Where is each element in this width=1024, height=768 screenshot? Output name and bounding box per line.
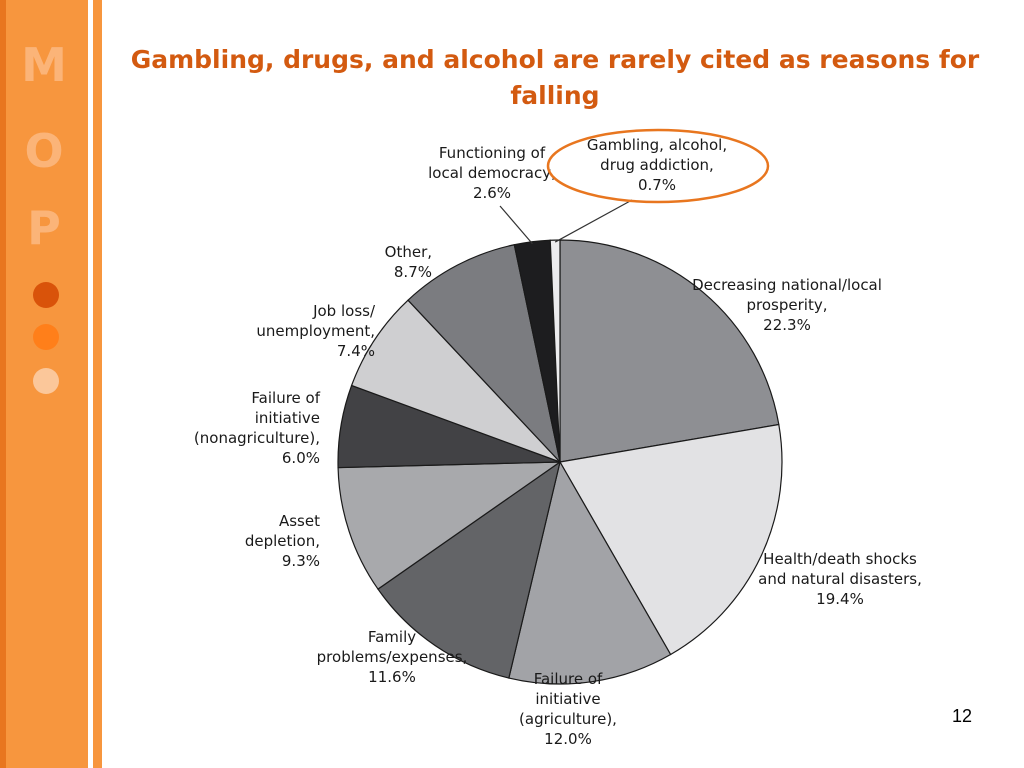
sidebar-dot-medium [33, 324, 59, 350]
slice-label-line: Gambling, alcohol, [587, 136, 727, 154]
leader-line [554, 199, 633, 243]
slice-label: Job loss/unemployment, 7.4% [256, 302, 376, 360]
slice-label-line: Health/death shocks [763, 550, 917, 568]
slice-label-line: 22.3% [763, 316, 811, 334]
slice-label-line: Family [368, 628, 416, 646]
slice-label-line: Job loss/ [312, 302, 376, 320]
pie-slice [559, 423, 783, 656]
slice-label: Failure of initiative (agriculture), 12.0% [519, 670, 617, 748]
slice-label-line: 8.7% [394, 263, 432, 281]
slice-label-line: 7.4% [337, 342, 375, 360]
slice-label-line: 9.3% [282, 552, 320, 570]
slice-label: Family problems/expenses, 11.6% [317, 628, 468, 686]
pie-slice [337, 461, 562, 590]
slice-label-line: Other, [385, 243, 432, 261]
sidebar-dot-dark [33, 282, 59, 308]
leader-lines [499, 199, 633, 245]
slice-label-line: 19.4% [816, 590, 864, 608]
pie-slice [377, 460, 561, 679]
highlight-ellipse [546, 128, 770, 204]
sidebar-stripe [93, 0, 102, 768]
slice-label-line: problems/expenses, [317, 648, 468, 666]
pie-slice [407, 244, 562, 464]
slice-label-line: prosperity, [747, 296, 828, 314]
slice-label-line: depletion, [245, 532, 320, 550]
slice-labels: Decreasing national/local prosperity, 22.3… [194, 136, 922, 748]
pie-slices [337, 239, 783, 685]
slice-label-line: Functioning of [439, 144, 546, 162]
slice-label-line: (agriculture), [519, 710, 617, 728]
slice-label-line: Failure of [534, 670, 603, 688]
slice-label: Functioning of local democracy, 2.6% [428, 144, 556, 202]
pie-slice [559, 239, 780, 463]
slice-label-line: initiative [535, 690, 600, 708]
slice-label-line: initiative [255, 409, 320, 427]
slice-label: Other, 8.7% [385, 243, 432, 281]
sidebar-edge [0, 0, 6, 768]
slice-label: Failure of initiative (nonagriculture), 6.0… [194, 389, 321, 467]
slice-label: Asset depletion, 9.3% [245, 512, 320, 570]
slice-label: Health/death shocks and natural disasters… [758, 550, 922, 608]
slice-label-line: 12.0% [544, 730, 592, 748]
slice-label-line: 2.6% [473, 184, 511, 202]
pie-slice [508, 460, 672, 685]
sidebar-dot-light [33, 368, 59, 394]
sidebar-letter-o: O [24, 124, 64, 178]
slice-label-line: drug addiction, [600, 156, 714, 174]
slice-label-line: (nonagriculture), [194, 429, 320, 447]
sidebar-letter-p: P [27, 201, 61, 255]
slide-title: Gambling, drugs, and alcohol are rarely … [130, 45, 980, 110]
slice-label: Decreasing national/local prosperity, 22.3… [692, 276, 882, 334]
page-number: 12 [951, 706, 972, 726]
slice-label-line: 6.0% [282, 449, 320, 467]
slice-label: Gambling, alcohol, drug addiction, 0.7% [587, 136, 727, 194]
slice-label-line: unemployment, [256, 322, 375, 340]
slice-label-line: Asset [279, 512, 320, 530]
highlight-annotation [546, 128, 770, 204]
slice-label-line: 0.7% [638, 176, 676, 194]
slice-label-line: local democracy, [428, 164, 556, 182]
sidebar-letter-m: M [21, 38, 67, 92]
pie-chart: Decreasing national/local prosperity, 22.3… [194, 128, 922, 748]
slice-label-line: and natural disasters, [758, 570, 922, 588]
slice-label-line: 11.6% [368, 668, 416, 686]
slice-label-line: Failure of [251, 389, 320, 407]
leader-line [499, 205, 533, 245]
pie-slice [350, 299, 561, 463]
slice-label-line: Decreasing national/local [692, 276, 882, 294]
